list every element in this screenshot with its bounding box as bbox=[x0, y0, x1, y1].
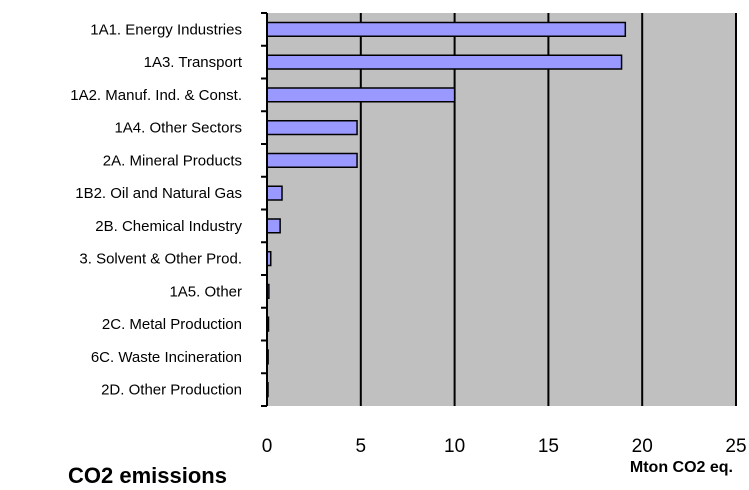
bar bbox=[266, 21, 627, 38]
bar bbox=[266, 185, 283, 201]
x-tick-label: 0 bbox=[262, 436, 273, 457]
bar bbox=[266, 218, 281, 234]
category-label: 6C. Waste Incineration bbox=[91, 349, 242, 366]
category-label: 1A2. Manuf. Ind. & Const. bbox=[70, 87, 242, 104]
category-label: 2B. Chemical Industry bbox=[95, 218, 242, 235]
bar bbox=[266, 119, 358, 136]
category-label: 1A3. Transport bbox=[144, 54, 243, 71]
chart-title: CO2 emissions bbox=[68, 463, 227, 488]
category-label: 2D. Other Production bbox=[101, 382, 242, 399]
category-label: 1B2. Oil and Natural Gas bbox=[75, 185, 242, 202]
x-tick-label: 25 bbox=[725, 436, 746, 457]
category-label: 2C. Metal Production bbox=[102, 316, 242, 333]
bar bbox=[266, 152, 358, 169]
x-tick-label: 15 bbox=[538, 436, 559, 457]
plot-area bbox=[267, 13, 736, 406]
category-label: 1A5. Other bbox=[169, 283, 242, 300]
x-axis-label: Mton CO2 eq. bbox=[630, 459, 733, 476]
x-tick-label: 10 bbox=[444, 436, 465, 457]
x-tick-label: 20 bbox=[632, 436, 653, 457]
x-tick-label: 5 bbox=[356, 436, 367, 457]
category-label: 1A1. Energy Industries bbox=[90, 21, 242, 38]
bar bbox=[266, 54, 623, 70]
bar bbox=[266, 87, 456, 103]
category-label: 3. Solvent & Other Prod. bbox=[79, 251, 242, 268]
category-label: 1A4. Other Sectors bbox=[114, 120, 242, 137]
category-label: 2A. Mineral Products bbox=[103, 152, 242, 169]
